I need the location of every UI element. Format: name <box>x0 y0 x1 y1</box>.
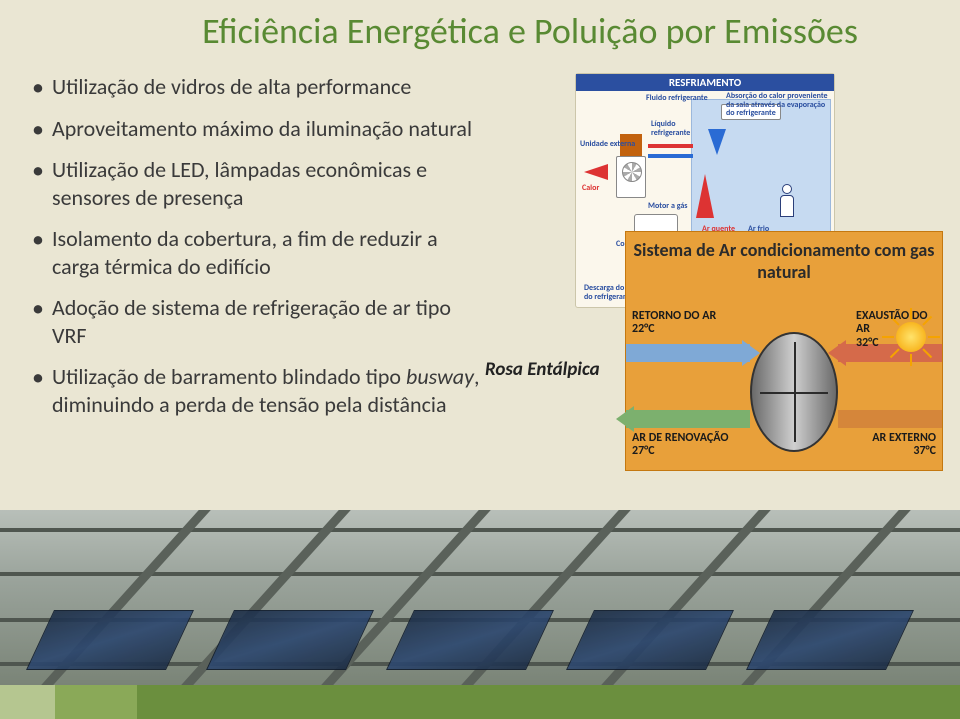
return-air-bar <box>626 344 750 362</box>
air-caption: EXAUSTÃO DO AR 32°C <box>856 310 936 350</box>
outdoor-unit-icon <box>616 156 646 198</box>
bullet-item: Utilização de vidros de alta performance <box>30 73 485 101</box>
air-caption-value: 22°C <box>632 322 655 336</box>
bullet-item: Adoção de sistema de refrigeração de ar … <box>30 294 485 349</box>
bullet-item: Isolamento da cobertura, a fim de reduzi… <box>30 225 485 280</box>
enthalpy-wheel-icon <box>750 332 838 452</box>
diagram-label: Motor a gás <box>648 202 688 210</box>
footer-bar <box>0 685 960 719</box>
air-caption-label: EXAUSTÃO DO AR <box>856 309 928 336</box>
footer-seg <box>55 685 137 719</box>
hot-arrow-icon <box>696 174 714 218</box>
entalpica-label: Rosa Entálpica <box>485 358 615 381</box>
cold-arrow-icon <box>708 129 726 155</box>
air-caption-label: RETORNO DO AR <box>632 309 716 323</box>
air-caption: AR EXTERNO 37°C <box>866 432 936 458</box>
person-icon <box>776 184 798 224</box>
building-photo <box>0 510 960 685</box>
footer-seg <box>0 685 55 719</box>
cold-pipe <box>648 154 693 158</box>
slide: Eficiência Energética e Poluição por Emi… <box>0 0 960 719</box>
air-caption-label: AR EXTERNO <box>872 431 936 445</box>
diagram-label: Calor <box>582 184 599 192</box>
air-caption: RETORNO DO AR 22°C <box>632 310 732 336</box>
air-caption-value: 37°C <box>913 444 936 458</box>
diagram-label: Fluido refrigerante <box>646 94 708 102</box>
air-caption-value: 32°C <box>856 336 879 350</box>
hot-pipe <box>648 144 693 148</box>
renew-air-bar <box>626 410 750 428</box>
bullet-text: Utilização de barramento blindado tipo <box>52 363 406 390</box>
bullet-italic: busway <box>406 363 474 390</box>
bullet-item: Utilização de LED, lâmpadas econômicas e… <box>30 156 485 211</box>
bullet-item: Aproveitamento máximo da iluminação natu… <box>30 115 485 143</box>
external-air-bar <box>838 410 942 428</box>
slide-title: Eficiência Energética e Poluição por Emi… <box>0 0 960 53</box>
air-caption-label: AR DE RENOVAÇÃO <box>632 431 728 445</box>
footer-seg <box>137 685 960 719</box>
diagram-label: Absorção do calor proveniente da sala at… <box>726 92 830 117</box>
air-heading: Sistema de Ar condicionamento com gas na… <box>626 232 942 295</box>
air-system-panel: Sistema de Ar condicionamento com gas na… <box>625 231 943 471</box>
bullet-item: Utilização de barramento blindado tipo b… <box>30 363 485 418</box>
air-caption: AR DE RENOVAÇÃO 27°C <box>632 432 742 458</box>
diagram-label: Unidade externa <box>580 140 635 148</box>
diagram-label: Líquido refrigerante <box>651 120 701 137</box>
air-caption-value: 27°C <box>632 444 655 458</box>
heat-arrow-icon <box>584 164 608 180</box>
diagram-header: RESFRIAMENTO <box>576 74 834 91</box>
